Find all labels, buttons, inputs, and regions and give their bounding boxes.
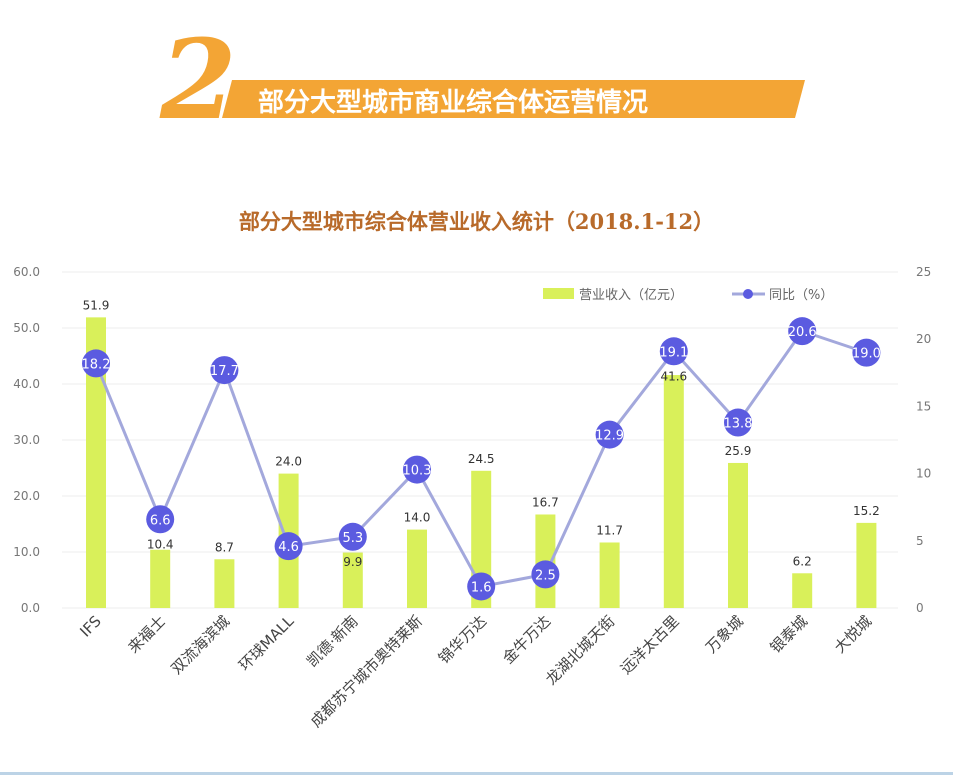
line-point: [659, 337, 688, 366]
line-point: [788, 317, 817, 346]
bar-data-label: 10.4: [147, 537, 174, 551]
bar: [150, 549, 171, 608]
x-tick-label: 成都苏宁城市奥特莱斯: [307, 612, 426, 731]
y-left-tick-label: 60.0: [13, 265, 40, 279]
x-tick-label: IFS: [76, 612, 105, 641]
bar: [214, 559, 235, 608]
bar-data-label: 25.9: [725, 444, 752, 458]
line-point: [531, 560, 560, 589]
y-right-tick-label: 0: [916, 601, 924, 615]
line-data-label: 18.2: [82, 357, 111, 372]
line-point: [852, 338, 881, 367]
x-tick-label: 龙湖北城天街: [542, 612, 618, 688]
line-point: [338, 522, 367, 551]
banner-title: 部分大型城市商业综合体运营情况: [258, 87, 648, 118]
y-left-tick-label: 50.0: [13, 321, 40, 335]
legend-label-yoy: 同比（%）: [769, 288, 833, 303]
line-data-label: 19.0: [852, 347, 881, 362]
x-tick-label: 双流海滨城: [167, 612, 233, 678]
y-left-tick-label: 10.0: [13, 545, 40, 559]
line-point: [467, 572, 496, 601]
y-right-tick-label: 20: [916, 332, 931, 346]
banner-number: 2: [159, 15, 237, 144]
y-left-tick-label: 30.0: [13, 433, 40, 447]
line-data-label: 5.3: [342, 531, 363, 546]
line-data-label: 2.5: [535, 568, 556, 583]
bar: [856, 522, 877, 608]
line-data-label: 19.1: [659, 345, 688, 360]
line-data-label: 20.6: [788, 325, 817, 340]
bar: [599, 542, 620, 608]
line-data-label: 17.7: [210, 364, 239, 379]
x-tick-label: 金牛万达: [499, 612, 554, 667]
x-tick-label: 万象城: [702, 612, 747, 657]
x-tick-label: 银泰城: [766, 612, 811, 657]
y-right-tick-label: 5: [916, 534, 924, 548]
bar-data-label: 11.7: [596, 523, 623, 537]
y-left-tick-label: 40.0: [13, 377, 40, 391]
line-point: [595, 420, 624, 449]
legend-swatch-revenue: [543, 288, 574, 299]
bar-data-label: 6.2: [793, 554, 812, 568]
line-point: [146, 505, 175, 534]
legend-label-revenue: 营业收入（亿元）: [579, 288, 683, 303]
x-tick-label: 环球MALL: [235, 612, 298, 675]
x-tick-label: 凯德·新南: [303, 612, 362, 671]
line-data-label: 12.9: [595, 429, 624, 444]
bar-data-label: 8.7: [215, 540, 234, 554]
y-right-tick-label: 15: [916, 399, 931, 413]
bar-data-label: 16.7: [532, 495, 559, 509]
line-point: [210, 356, 239, 385]
bar-data-label: 51.9: [83, 298, 110, 312]
line-data-label: 6.6: [150, 513, 171, 528]
y-right-tick-label: 10: [916, 467, 931, 481]
line-point: [274, 532, 303, 561]
bar: [792, 573, 813, 608]
y-left-tick-label: 0.0: [21, 601, 40, 615]
x-tick-label: 远洋太古里: [617, 612, 683, 678]
line-point: [724, 408, 752, 437]
bar: [407, 529, 427, 608]
line-data-label: 13.8: [724, 417, 753, 432]
x-tick-label: 来福士: [124, 612, 169, 657]
section-banner: 2 部分大型城市商业综合体运营情况: [159, 15, 805, 144]
line-point: [82, 349, 110, 378]
bar: [728, 462, 748, 608]
bar: [342, 552, 363, 608]
bar-data-label: 41.6: [660, 369, 687, 383]
line-data-label: 1.6: [471, 580, 492, 595]
bar: [86, 317, 106, 608]
bottom-divider: [0, 772, 953, 775]
bar-data-label: 9.9: [343, 555, 362, 569]
x-tick-label: 大悦城: [831, 612, 876, 657]
bar-data-label: 24.5: [468, 452, 495, 466]
line-data-label: 4.6: [278, 540, 299, 555]
line-data-label: 10.3: [403, 464, 432, 479]
banner-bar: [222, 80, 805, 118]
y-right-tick-label: 25: [916, 265, 931, 279]
y-left-tick-label: 20.0: [13, 489, 40, 503]
x-tick-label: 锦华万达: [435, 612, 490, 667]
bar-data-label: 14.0: [404, 511, 431, 525]
legend-swatch-yoy-dot: [743, 289, 753, 299]
bar: [663, 375, 684, 608]
chart-title: 部分大型城市综合体营业收入统计（2018.1-12）: [238, 209, 715, 234]
bar-data-label: 15.2: [853, 504, 880, 518]
line-point: [403, 455, 431, 484]
bar-data-label: 24.0: [275, 455, 302, 469]
